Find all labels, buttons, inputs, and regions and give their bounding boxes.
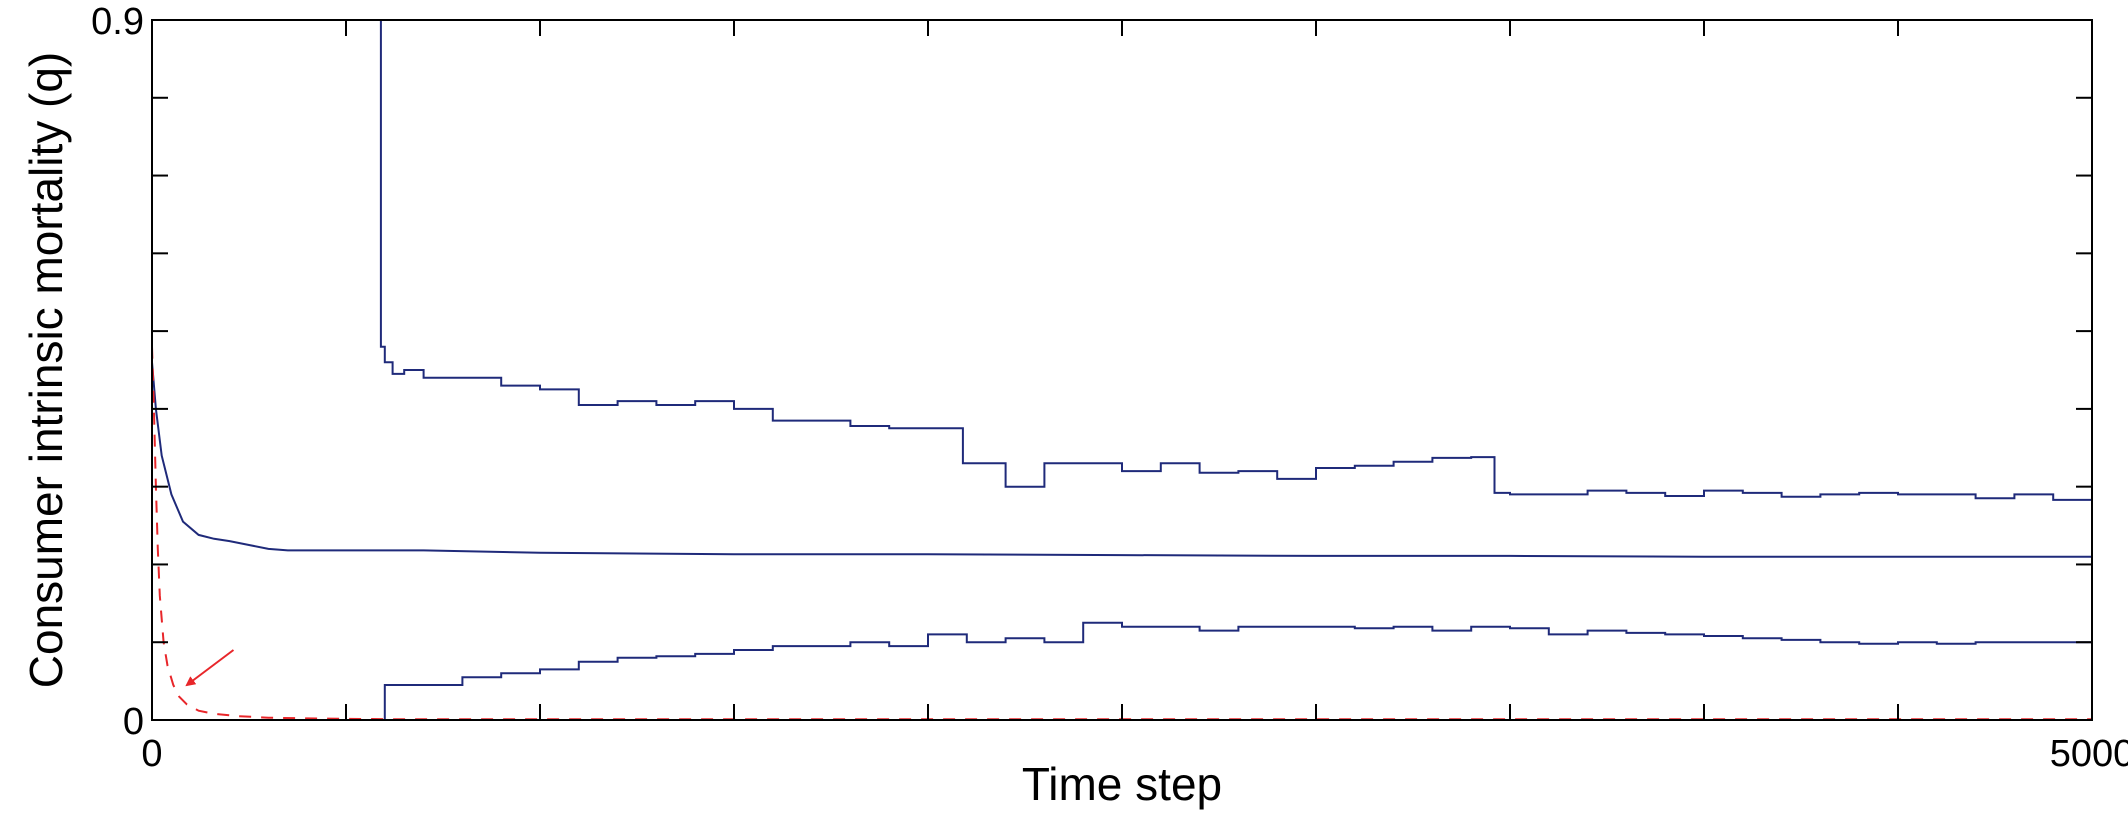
y-tick-label: 0 (123, 701, 144, 743)
annotation-arrow-1 (185, 649, 235, 687)
series-line-3 (152, 621, 2092, 721)
plot-area (151, 19, 2093, 721)
tick-labels: 0 5000 0 0.9 (91, 1, 2128, 775)
x-axis-label: Time step (1022, 758, 1222, 810)
series-line-1 (152, 19, 2093, 501)
series-line-2 (151, 362, 2092, 558)
y-tick-label: 0.9 (91, 1, 144, 43)
axis-ticks (152, 20, 2092, 720)
plot-frame (151, 19, 2093, 721)
series-line-4 (151, 346, 2092, 721)
y-axis-label: Consumer intrinsic mortality (q) (20, 52, 72, 688)
x-tick-label: 0 (141, 733, 162, 775)
x-tick-label: 5000 (2050, 733, 2128, 775)
